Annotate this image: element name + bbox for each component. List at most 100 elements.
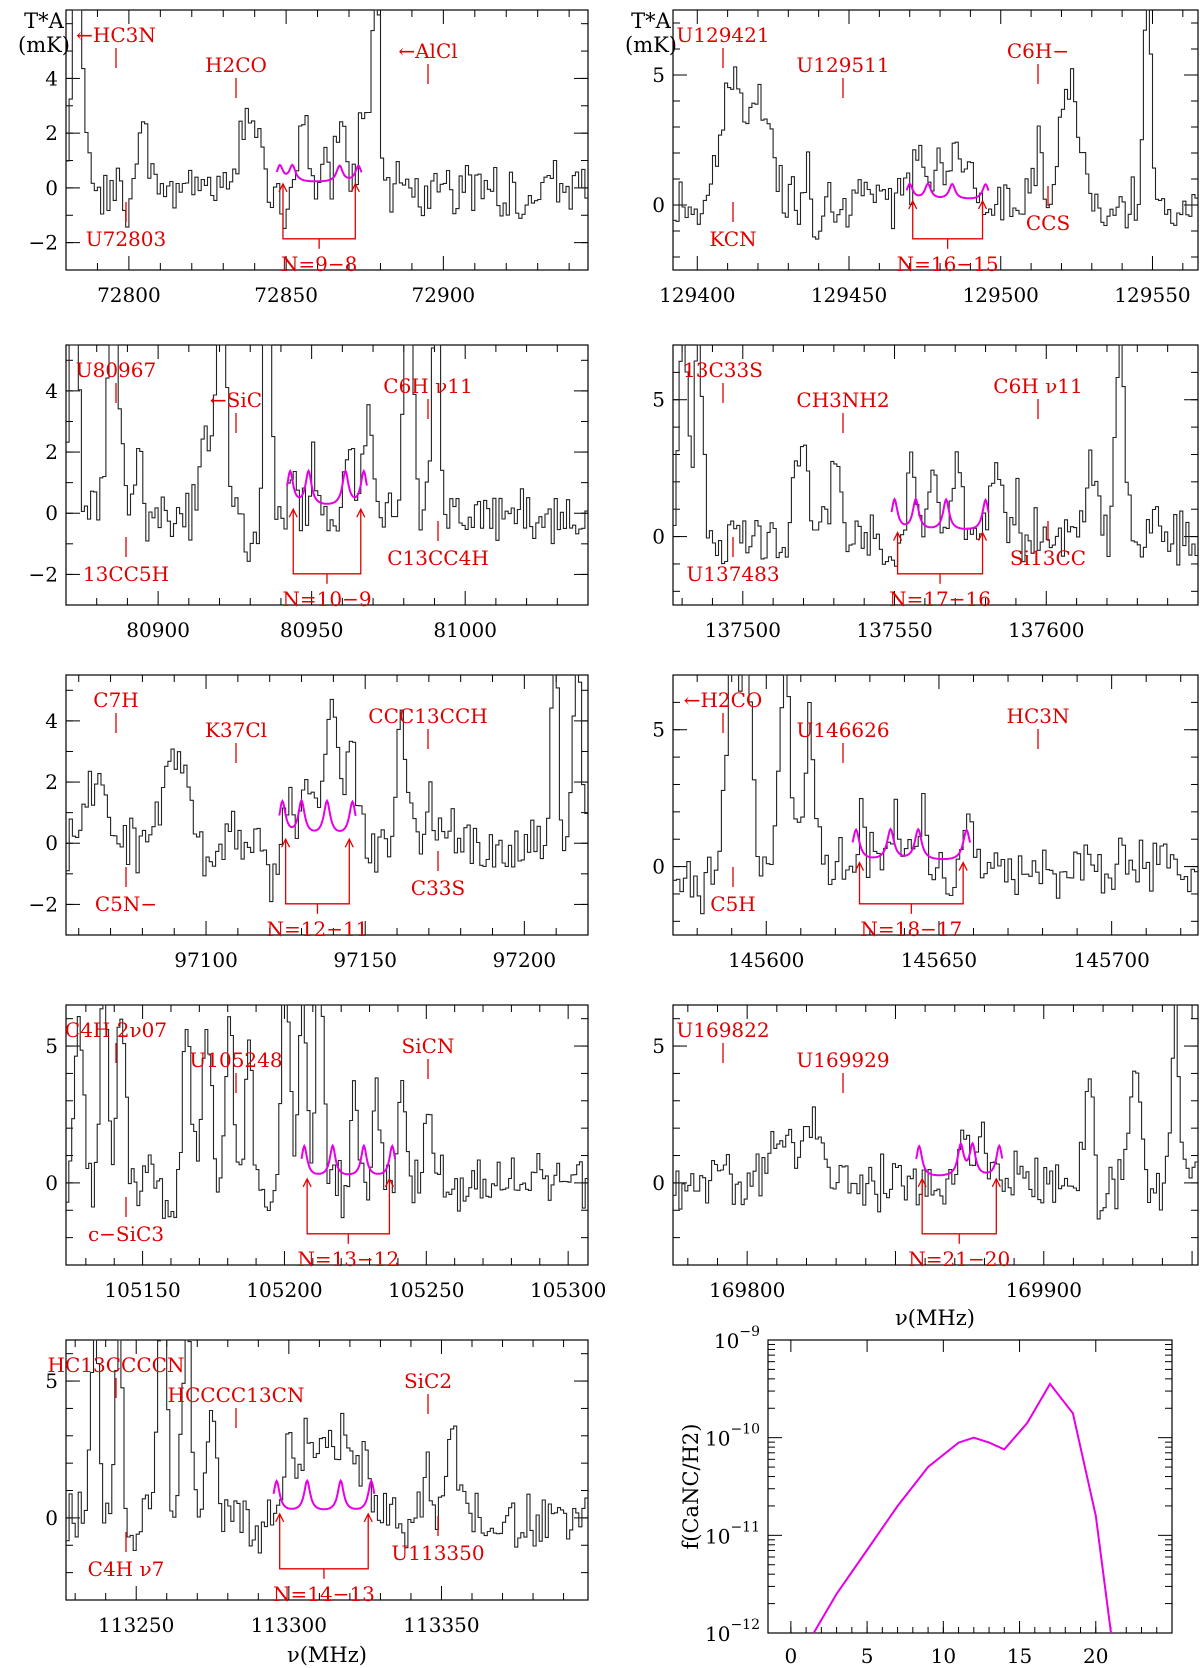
line-label: CCS [1026, 211, 1070, 235]
x-tick-label: 129450 [811, 283, 887, 307]
panel-p4: 137500 137550 137600 0 5 N=17−16 13C33S CH3NH2 C… [652, 344, 1199, 642]
y-tick-label: 0 [45, 1506, 58, 1530]
line-label: C5N− [95, 892, 157, 916]
panel-frame [65, 9, 589, 271]
transition-label: N=16−15 [897, 252, 999, 276]
y-tick-exp: −10 [730, 1422, 760, 1438]
x-tick-label: 80900 [126, 618, 190, 642]
bracket-arrowhead [278, 182, 288, 193]
x-tick-label: 15 [1007, 1644, 1032, 1668]
x-tick-label: 105150 [104, 1278, 180, 1302]
line-label: CH3NH2 [796, 388, 889, 412]
line-label: C5H [710, 892, 755, 916]
y-tick-label: −2 [29, 562, 58, 586]
y-tick-label: 2 [45, 121, 58, 145]
line-label: 13C33S [683, 358, 763, 382]
x-tick-label: 72900 [412, 283, 476, 307]
panel-p1: 72800 72850 72900 −2 0 2 4 N=9−8 ←HC3N H2CO ←AlCl U… [18, 9, 589, 307]
line-label: U129421 [676, 23, 769, 47]
model-line [300, 1143, 397, 1176]
transition-bracket [284, 839, 350, 905]
transition-label: N=9−8 [281, 252, 357, 276]
y-axis-label: T*A [24, 9, 65, 33]
transition-label: N=21−20 [908, 1247, 1010, 1271]
panel-frame [65, 674, 589, 936]
line-label: C6H ν11 [993, 374, 1082, 398]
y-tick-label: 10−10 [705, 1422, 760, 1451]
line-label: C4H ν7 [88, 1557, 165, 1581]
line-label: C6H− [1007, 39, 1069, 63]
line-label: ←SiC [210, 388, 262, 412]
transition-bracket [921, 1178, 997, 1235]
panel-p2: 129400 129450 129500 129550 0 5 N=16−15 U129421… [625, 9, 1199, 307]
bracket-arrowhead [344, 837, 354, 848]
panel-p5: 97100 97150 97200 −2 0 2 4 N=12−11 C7H K37Cl CCC13… [29, 674, 589, 972]
x-tick-label: 129400 [659, 283, 735, 307]
x-tick-label: 20 [1083, 1644, 1108, 1668]
line-label: H2CO [205, 53, 267, 77]
line-label: SiC2 [404, 1369, 452, 1393]
line-label: U105248 [189, 1048, 282, 1072]
y-tick-label: 0 [652, 525, 665, 549]
x-tick-label: 169900 [1006, 1278, 1082, 1302]
bracket-arrowhead [958, 861, 968, 871]
x-tick-label: 5 [861, 1644, 874, 1668]
model-line [851, 827, 971, 861]
y-tick-label: 5 [45, 1034, 58, 1058]
line-label: C13CC4H [387, 546, 489, 570]
line-label: HC3N [1007, 704, 1070, 728]
panel-p3: 80900 80950 81000 −2 0 2 4 N=10−9 U80967 ←SiC C6H … [29, 344, 589, 642]
line-label: C4H 2ν07 [65, 1018, 167, 1042]
line-label: HCCCC13CN [168, 1383, 305, 1407]
transition-bracket [912, 201, 984, 240]
x-tick-label: 169800 [709, 1278, 785, 1302]
line-label: ←HC3N [76, 23, 156, 47]
bracket-arrowhead [288, 507, 298, 518]
spectrum-trace [673, 344, 1198, 567]
bracket-arrowhead [350, 182, 360, 193]
x-tick-label: 145650 [901, 948, 977, 972]
x-tick-label: 137500 [705, 618, 781, 642]
spectrum-trace [66, 1004, 588, 1219]
bracket-arrowhead [917, 1177, 927, 1188]
y-axis-unit: (mK) [625, 33, 677, 57]
bracket-arrowhead [991, 1177, 1001, 1188]
line-label: U72803 [86, 227, 166, 251]
x-tick-label: 145700 [1073, 948, 1149, 972]
x-tick-label: 113300 [251, 1613, 327, 1637]
spectrum-trace [66, 9, 588, 229]
model-line [915, 1141, 1004, 1177]
y-tick-label: 0 [652, 1171, 665, 1195]
x-tick-label: 105200 [246, 1278, 322, 1302]
y-tick-label: 10−12 [705, 1617, 760, 1646]
panel-p9: 113250 113300 113350 0 5 N=14−13 HC13CCCCN HCCC… [45, 1339, 589, 1637]
x-tick-label: 72800 [97, 283, 161, 307]
bracket-arrowhead [977, 199, 988, 210]
spectrum-trace [66, 674, 588, 903]
bracket-arrowhead [384, 1177, 394, 1188]
line-label: U146626 [796, 718, 889, 742]
line-label: U137483 [686, 562, 779, 586]
bracket-arrowhead [977, 531, 988, 541]
x-tick-label: 10 [931, 1644, 956, 1668]
y-tick-label: 5 [652, 718, 665, 742]
x-tick-label: 137600 [1008, 618, 1084, 642]
transition-label: N=12−11 [266, 917, 368, 941]
panel-frame [672, 674, 1199, 936]
line-label: c−SiC3 [88, 1222, 164, 1246]
y-tick-label: 2 [45, 770, 58, 794]
line-label: U80967 [76, 358, 156, 382]
line-label: C7H [93, 688, 138, 712]
x-tick-label: 113350 [403, 1613, 479, 1637]
y-tick-label: 5 [652, 63, 665, 87]
line-label: HC13CCCCN [48, 1353, 185, 1377]
x-tick-label: 129500 [963, 283, 1039, 307]
panel-p8: 169800 169900 0 5 N=21−20 U169822 U169929 [652, 1004, 1199, 1302]
transition-bracket [896, 532, 984, 575]
model-line [890, 496, 990, 530]
line-label: 13CC5H [83, 562, 169, 586]
y-tick-label: 10−11 [705, 1519, 760, 1548]
x-tick-label: 0 [785, 1644, 798, 1668]
model-line [275, 163, 363, 183]
